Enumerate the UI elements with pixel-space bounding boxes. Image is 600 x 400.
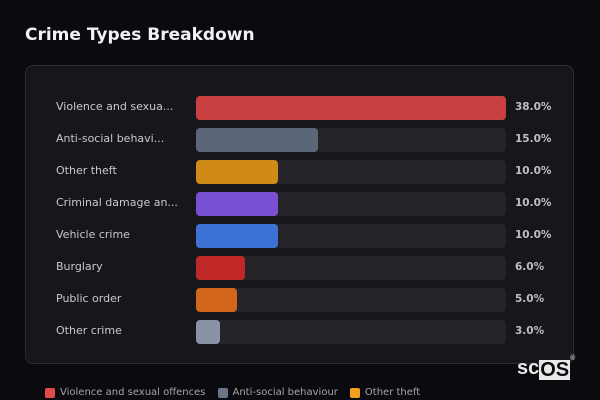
- bar-track: [196, 96, 506, 120]
- bar-track: [196, 160, 506, 184]
- bar: [196, 96, 506, 120]
- bar: [196, 320, 221, 344]
- bar-row: Burglary 6.0%: [26, 256, 573, 280]
- bar-value-label: 3.0%: [515, 325, 545, 337]
- legend-item: Other theft: [349, 387, 421, 398]
- legend-item: Violence and sexual offences: [45, 387, 206, 398]
- legend-label: Other theft: [364, 387, 421, 398]
- bar: [196, 224, 278, 248]
- bar-row: Violence and sexua... 38.0%: [26, 96, 573, 120]
- bar-value-label: 5.0%: [515, 293, 545, 305]
- bar: [196, 288, 237, 312]
- bar-track: [196, 320, 506, 344]
- bar-label: Anti-social behavi...: [56, 132, 165, 145]
- bar-value-label: 15.0%: [515, 133, 552, 145]
- bar-value-label: 38.0%: [515, 101, 552, 113]
- bar-label: Other theft: [56, 164, 117, 177]
- legend: Violence and sexual offences Anti-social …: [45, 387, 420, 398]
- bar-track: [196, 256, 506, 280]
- bar-label: Other crime: [56, 324, 122, 337]
- bar: [196, 192, 278, 216]
- bar-row: Other theft 10.0%: [26, 160, 573, 184]
- bar: [196, 256, 245, 280]
- bar-value-label: 6.0%: [515, 261, 545, 273]
- bar: [196, 128, 319, 152]
- legend-swatch: [217, 387, 228, 398]
- bar-label: Burglary: [56, 260, 103, 273]
- bar-row: Vehicle crime 10.0%: [26, 224, 573, 248]
- bar-row: Other crime 3.0%: [26, 320, 573, 344]
- chart-card: Violence and sexua... 38.0% Anti-social b…: [25, 65, 574, 364]
- legend-item: Anti-social behaviour: [217, 387, 338, 398]
- bar-value-label: 10.0%: [515, 165, 552, 177]
- bar-row: Public order 5.0%: [26, 288, 573, 312]
- bar-track: [196, 192, 506, 216]
- legend-swatch: [349, 387, 360, 398]
- bar-track: [196, 288, 506, 312]
- bar-row: Criminal damage an... 10.0%: [26, 192, 573, 216]
- bar-label: Violence and sexua...: [56, 100, 174, 113]
- bar-track: [196, 128, 506, 152]
- bar-label: Public order: [56, 292, 122, 305]
- bar-row: Anti-social behavi... 15.0%: [26, 128, 573, 152]
- scos-logo: sc OS ®: [517, 355, 576, 381]
- bar-label: Criminal damage an...: [56, 196, 178, 209]
- bar-value-label: 10.0%: [515, 229, 552, 241]
- legend-label: Violence and sexual offences: [60, 387, 206, 398]
- legend-label: Anti-social behaviour: [232, 387, 338, 398]
- bar-label: Vehicle crime: [56, 228, 130, 241]
- bar: [196, 160, 278, 184]
- chart-title: Crime Types Breakdown: [25, 25, 255, 45]
- legend-swatch: [45, 387, 55, 398]
- bar-track: [196, 224, 506, 248]
- bar-value-label: 10.0%: [515, 197, 552, 209]
